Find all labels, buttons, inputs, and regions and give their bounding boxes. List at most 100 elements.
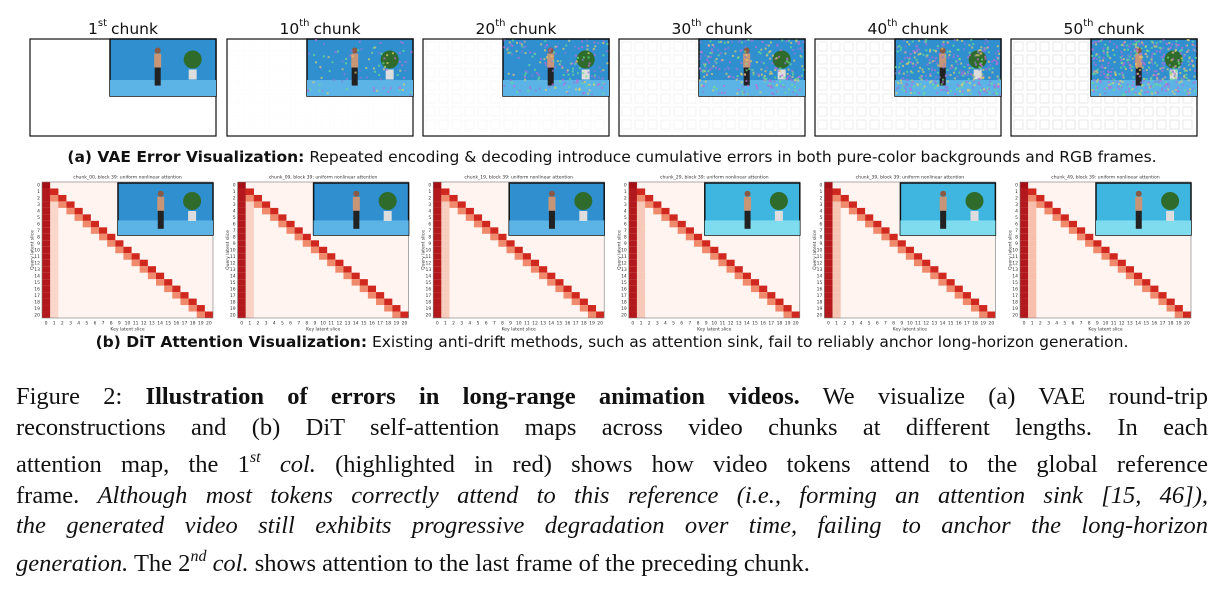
noise: [574, 54, 577, 57]
sink-cell: [628, 246, 637, 254]
noise: [977, 54, 980, 57]
sink-cell: [628, 285, 637, 293]
noise: [956, 75, 959, 78]
diag-cell: [164, 285, 173, 293]
noise: [769, 50, 772, 53]
sink-cell: [433, 194, 442, 202]
noise: [1146, 72, 1149, 75]
noise: [533, 51, 536, 54]
diag-cell: [905, 253, 914, 260]
diag-cell: [1109, 259, 1118, 267]
noise: [736, 92, 739, 95]
noise: [544, 64, 547, 67]
background-artifact: [1078, 119, 1089, 130]
noise: [994, 86, 997, 89]
noise: [1171, 70, 1174, 73]
background-artifact: [621, 41, 632, 52]
noise: [996, 56, 999, 59]
noise: [956, 88, 959, 91]
noise: [516, 41, 519, 44]
person-legs: [1135, 67, 1142, 86]
sink-cell: [433, 259, 442, 267]
background-artifact: [882, 93, 893, 104]
background-artifact: [464, 93, 475, 104]
diag-cell: [530, 266, 540, 273]
noise: [755, 86, 758, 89]
prev-cell: [636, 292, 646, 299]
sink-cell: [42, 227, 51, 234]
prev-cell: [50, 253, 59, 260]
diag-cell: [718, 259, 727, 267]
noise: [574, 45, 577, 48]
diag-cell: [897, 240, 906, 247]
background-artifact: [1065, 67, 1076, 78]
noise: [560, 65, 563, 68]
noise: [602, 82, 605, 85]
heatmap-border: [1019, 181, 1192, 319]
noise: [943, 85, 946, 88]
noise: [977, 49, 980, 52]
noise: [1160, 48, 1163, 51]
noise: [588, 83, 591, 86]
noise: [386, 62, 389, 65]
background-artifact: [843, 106, 854, 117]
y-tick-label: 17: [425, 293, 431, 299]
sink-cell: [42, 259, 51, 267]
noise: [911, 62, 914, 65]
sink-cell: [433, 227, 442, 234]
plant: [574, 192, 593, 210]
noise: [776, 83, 779, 86]
x-axis-label: Key latent slice: [502, 327, 536, 333]
background-artifact: [882, 67, 893, 78]
noise: [902, 39, 905, 42]
noise: [1119, 56, 1122, 59]
y-tick-label: 2: [820, 196, 823, 202]
noise: [769, 78, 772, 81]
noise: [1100, 59, 1103, 62]
sink-cell: [237, 266, 246, 273]
diag-cell: [107, 233, 116, 241]
sink-cell: [824, 311, 833, 318]
y-tick-label: 1: [624, 189, 627, 195]
diag-cell: [702, 246, 711, 254]
diag-cell: [449, 194, 458, 202]
diag-cell: [1085, 233, 1094, 241]
background-artifact: [817, 80, 828, 91]
noise: [332, 79, 335, 82]
noise: [1159, 40, 1162, 43]
person-legs: [154, 67, 161, 86]
x-tick-label: 10: [516, 321, 522, 327]
diag-cell: [645, 201, 654, 208]
y-tick-label: 19: [230, 306, 236, 312]
noise: [526, 70, 529, 73]
y-tick-label: 3: [624, 202, 627, 208]
noise: [529, 87, 532, 90]
sink-cell: [42, 214, 51, 221]
noise: [1105, 87, 1108, 90]
noise: [732, 76, 735, 79]
noise: [706, 72, 709, 75]
noise: [1125, 91, 1128, 94]
chunk-label: 10th chunk: [280, 18, 361, 38]
noise: [372, 86, 375, 89]
person-body: [548, 196, 556, 211]
prev-cell: [245, 272, 254, 280]
prev-cell: [245, 233, 254, 241]
x-tick-label: 20: [206, 321, 212, 327]
background-artifact: [1169, 119, 1180, 130]
noise: [1174, 50, 1177, 53]
noise: [1157, 91, 1160, 94]
noise: [341, 68, 344, 71]
noise: [365, 76, 368, 79]
diag-cell: [693, 240, 703, 247]
noise: [971, 67, 974, 70]
noise: [585, 75, 588, 78]
diag-cell: [1101, 246, 1110, 254]
noise: [785, 77, 788, 80]
plant-pot: [581, 69, 590, 80]
x-tick-label: 2: [1039, 321, 1042, 327]
person-head: [743, 47, 750, 54]
attention-panel: chunk_29, block 39: uniform nonlinear at…: [616, 175, 801, 333]
diag-cell: [1077, 233, 1086, 241]
sink-cell: [433, 207, 442, 215]
